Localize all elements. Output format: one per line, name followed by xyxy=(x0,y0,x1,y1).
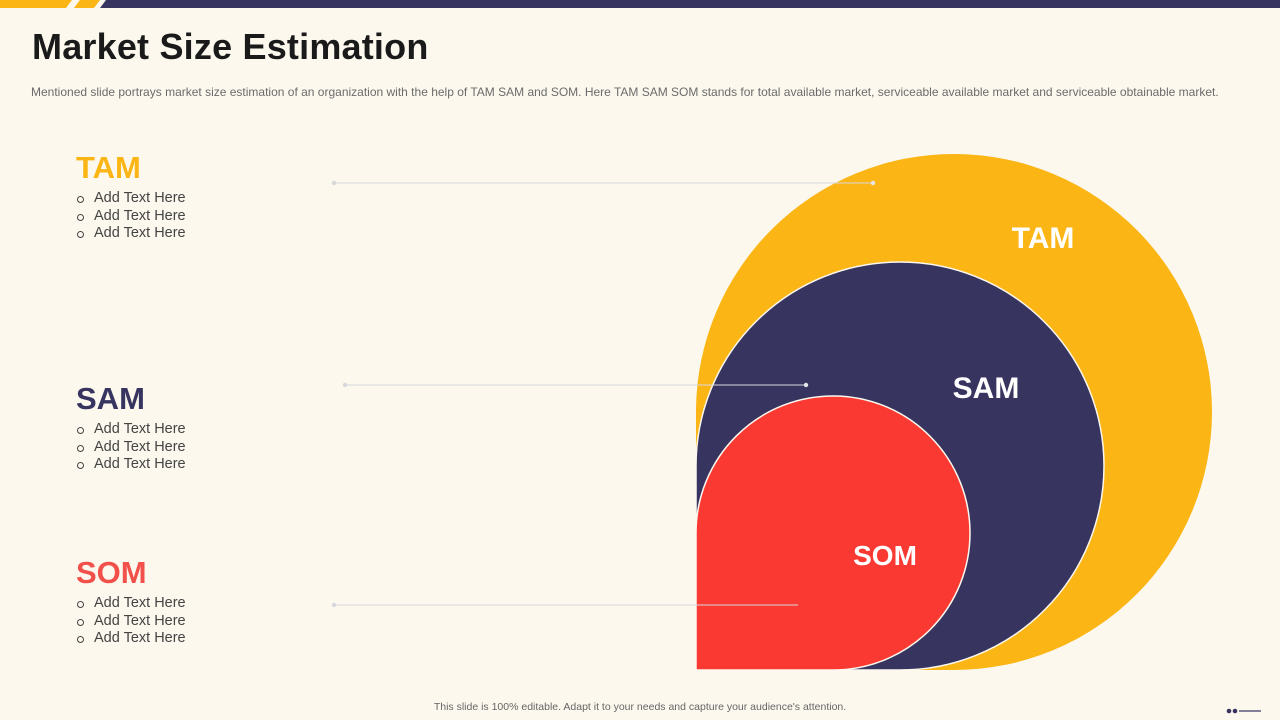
tam-heading: TAM xyxy=(76,150,141,185)
som-bullet-text: Add Text Here xyxy=(94,612,186,629)
footer-note: This slide is 100% editable. Adapt it to… xyxy=(433,701,847,713)
top-accent-bar xyxy=(0,0,1280,8)
tam-text-block: TAM Add Text Here Add Text Here Add Text… xyxy=(76,150,186,243)
som-connector-start-dot xyxy=(331,602,337,608)
tam-bullet-text: Add Text Here xyxy=(94,225,186,241)
hollow-circle-bullet-icon xyxy=(77,213,84,221)
list-item: Add Text Here xyxy=(76,190,186,208)
list-item: Add Text Here xyxy=(76,595,186,613)
hollow-circle-bullet-icon xyxy=(77,196,84,203)
sam-bullet-text: Add Text Here xyxy=(94,438,186,455)
sam-heading: SAM xyxy=(76,381,145,416)
tam-connector-end-dot xyxy=(870,180,876,186)
top-bar-navy-segment xyxy=(100,0,1280,8)
sam-bullet-list: Add Text Here Add Text Here Add Text Her… xyxy=(76,421,186,474)
hollow-circle-bullet-icon xyxy=(77,231,84,238)
tam-connector-start-dot xyxy=(331,180,337,186)
sam-bullet-text: Add Text Here xyxy=(94,421,186,437)
hollow-circle-bullet-icon xyxy=(77,427,84,434)
list-item: Add Text Here xyxy=(76,421,186,439)
list-item: Add Text Here xyxy=(76,630,186,648)
hollow-circle-bullet-icon xyxy=(77,618,84,626)
list-item: Add Text Here xyxy=(76,208,186,226)
list-item: Add Text Here xyxy=(76,613,186,631)
sam-connector-end-dot xyxy=(803,382,809,388)
hollow-circle-bullet-icon xyxy=(77,601,84,608)
som-shape xyxy=(695,395,971,670)
sam-bullet-text: Add Text Here xyxy=(94,456,186,472)
sam-connector-start-dot xyxy=(342,382,348,388)
hollow-circle-bullet-icon xyxy=(77,462,84,469)
hollow-circle-bullet-icon xyxy=(77,636,84,643)
list-item: Add Text Here xyxy=(76,225,186,243)
tam-bullet-text: Add Text Here xyxy=(94,190,186,206)
tam-circle-label: TAM xyxy=(1012,222,1075,255)
page-title: Market Size Estimation xyxy=(32,26,429,67)
list-item: Add Text Here xyxy=(76,439,186,457)
som-bullet-list: Add Text Here Add Text Here Add Text Her… xyxy=(76,595,186,648)
tam-bullet-list: Add Text Here Add Text Here Add Text Her… xyxy=(76,190,186,243)
som-bullet-text: Add Text Here xyxy=(94,595,186,611)
top-bar-yellow-segment xyxy=(0,0,72,8)
som-heading: SOM xyxy=(76,555,147,590)
page-subtitle: Mentioned slide portrays market size est… xyxy=(31,85,1219,99)
sam-circle-label: SAM xyxy=(953,372,1020,405)
som-text-block: SOM Add Text Here Add Text Here Add Text… xyxy=(76,555,186,648)
dots-and-line-mark-icon xyxy=(1226,708,1261,714)
top-bar-yellow-slash xyxy=(74,0,100,8)
hollow-circle-bullet-icon xyxy=(77,444,84,452)
list-item: Add Text Here xyxy=(76,456,186,474)
som-bullet-text: Add Text Here xyxy=(94,630,186,646)
som-circle-label: SOM xyxy=(853,540,917,571)
sam-text-block: SAM Add Text Here Add Text Here Add Text… xyxy=(76,381,186,474)
tam-bullet-text: Add Text Here xyxy=(94,207,186,224)
